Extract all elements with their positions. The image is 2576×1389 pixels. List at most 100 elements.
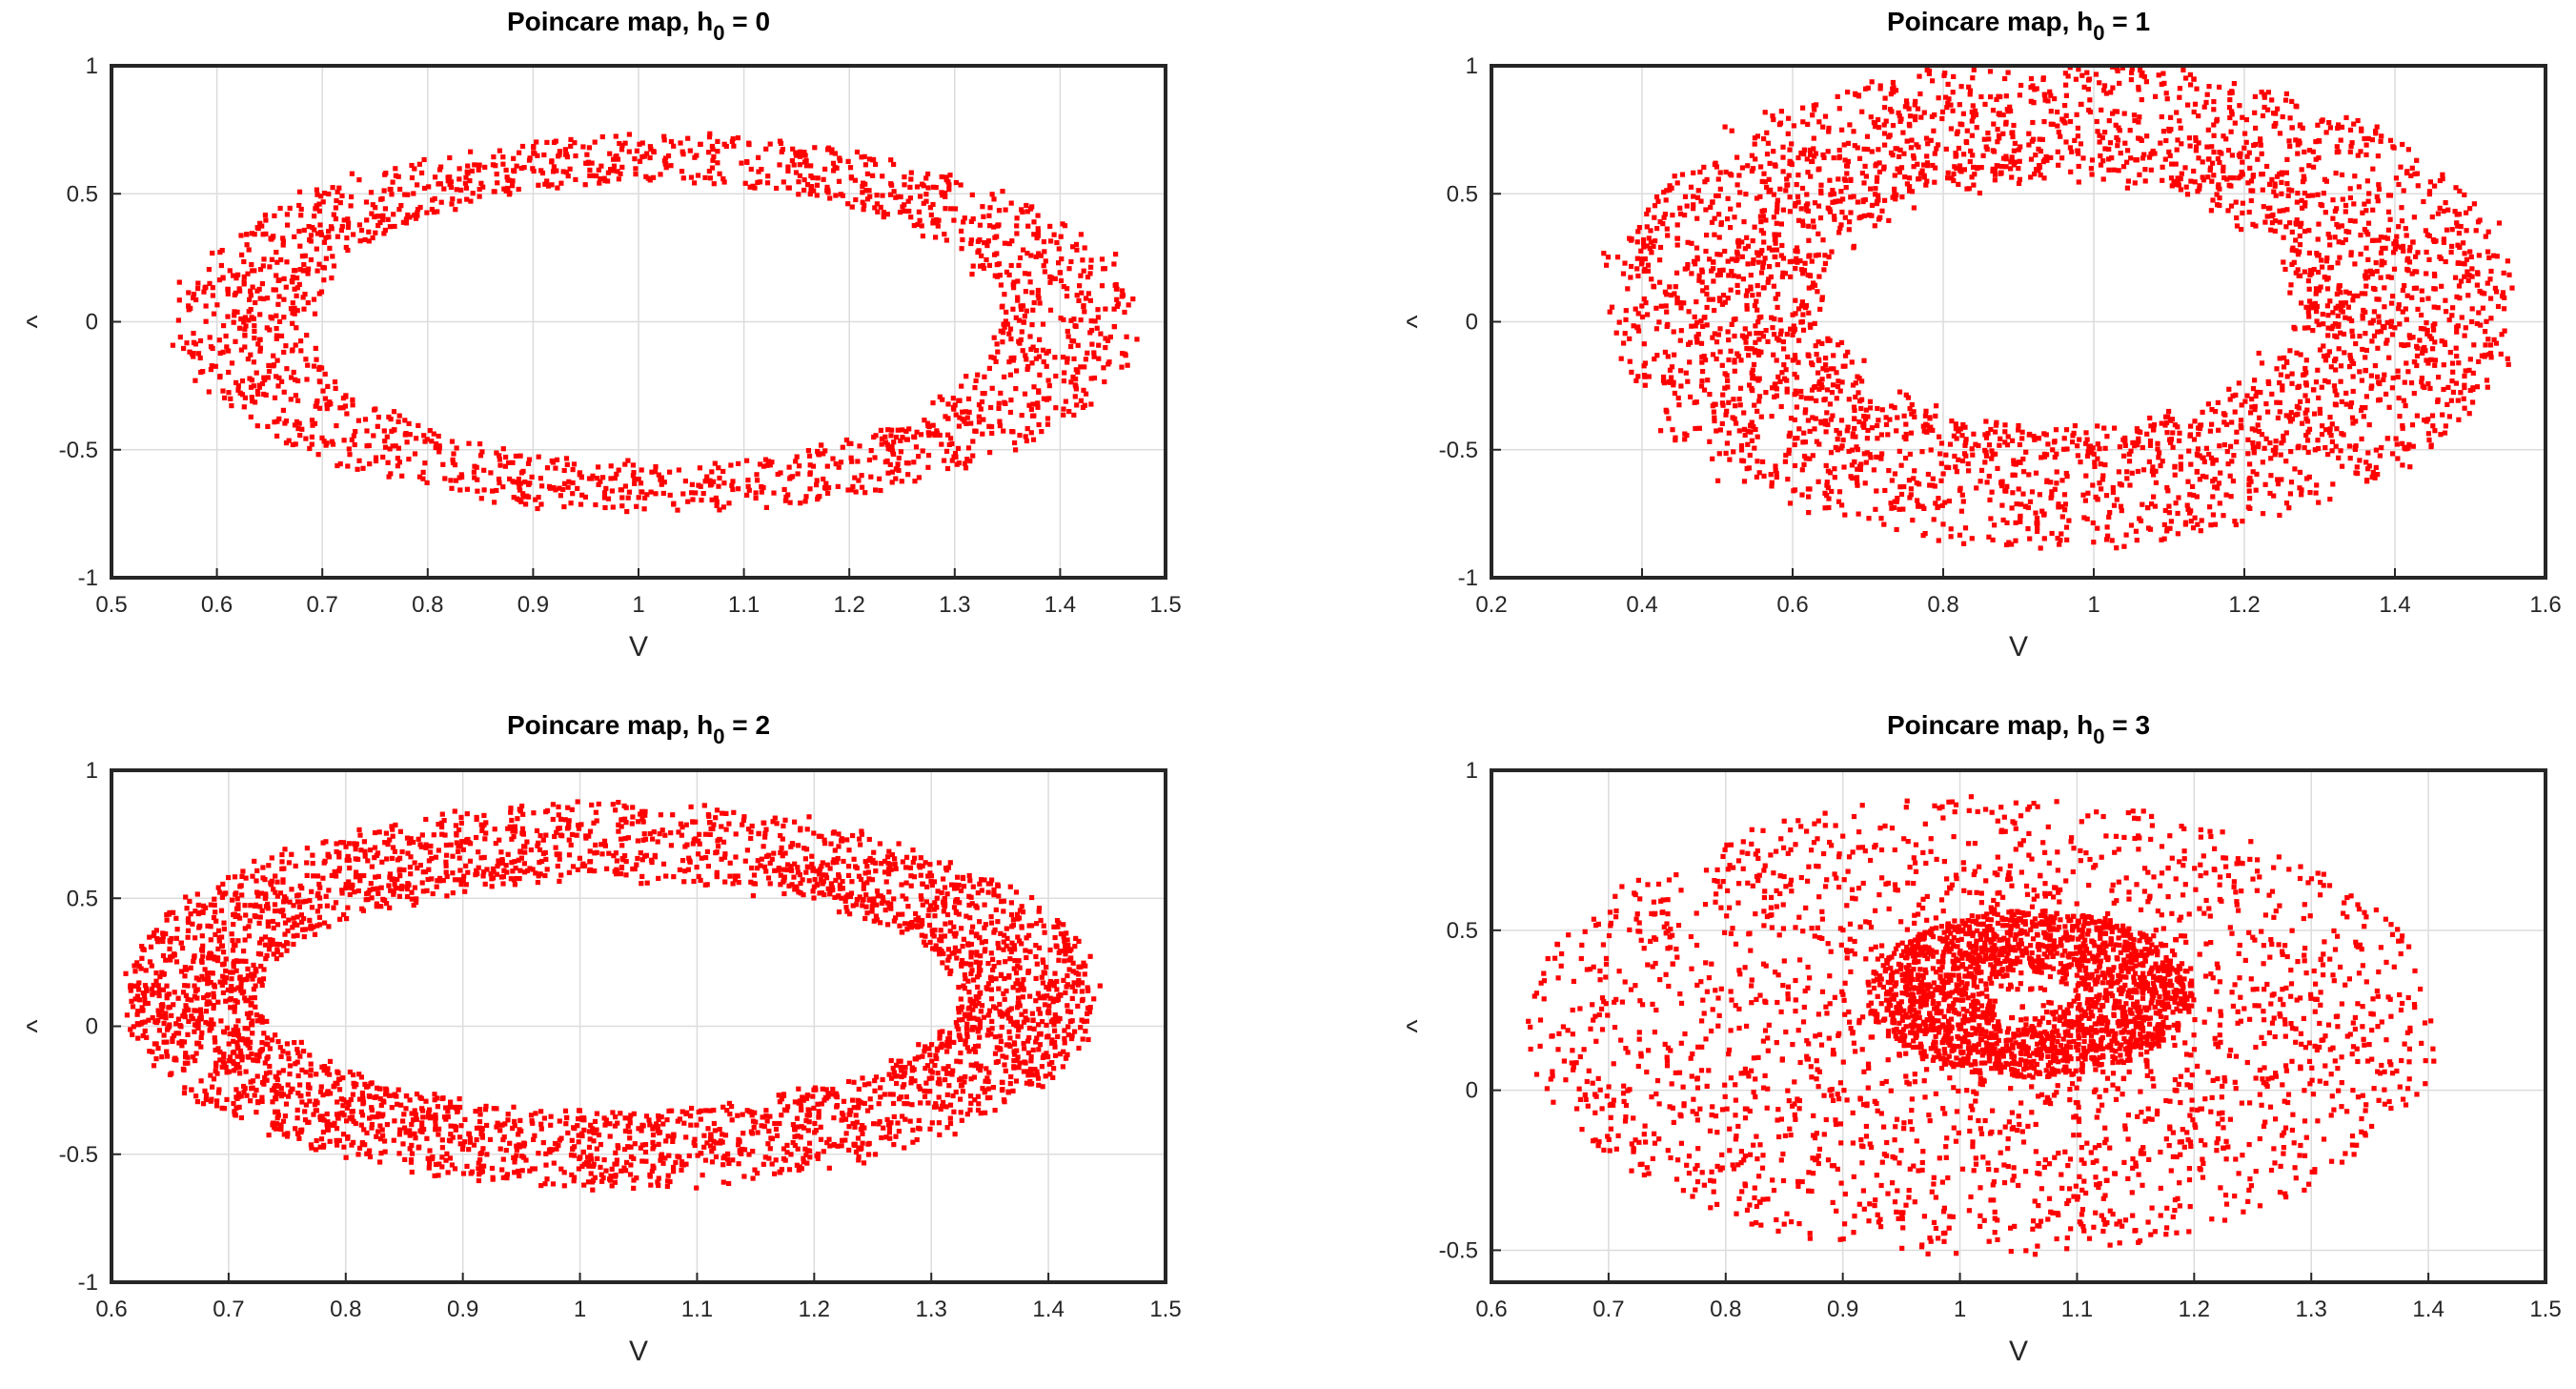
scatter-point bbox=[1024, 357, 1029, 362]
scatter-point bbox=[821, 176, 826, 182]
scatter-point bbox=[1907, 406, 1913, 412]
scatter-point bbox=[1822, 113, 1829, 119]
scatter-point bbox=[1756, 394, 1763, 399]
scatter-point bbox=[822, 166, 828, 172]
scatter-point bbox=[1056, 246, 1062, 252]
scatter-point bbox=[2274, 366, 2280, 372]
scatter-point bbox=[1975, 165, 1980, 171]
scatter-point bbox=[305, 362, 311, 368]
scatter-point bbox=[987, 223, 993, 229]
scatter-point bbox=[2254, 471, 2260, 477]
scatter-point bbox=[926, 424, 932, 430]
scatter-point bbox=[2275, 415, 2281, 420]
scatter-point bbox=[1945, 175, 1951, 181]
scatter-point bbox=[2206, 84, 2212, 90]
scatter-point bbox=[553, 138, 558, 144]
scatter-point bbox=[662, 155, 669, 161]
scatter-point bbox=[2174, 110, 2180, 115]
scatter-point bbox=[1838, 339, 1845, 345]
scatter-point bbox=[950, 396, 956, 401]
scatter-point bbox=[735, 135, 740, 141]
scatter-point bbox=[1074, 293, 1080, 298]
scatter-point bbox=[1775, 201, 1780, 207]
scatter-point bbox=[1898, 116, 1904, 122]
scatter-point bbox=[2430, 237, 2436, 243]
scatter-point bbox=[709, 165, 716, 171]
scatter-point bbox=[450, 196, 456, 202]
scatter-point bbox=[223, 333, 229, 339]
scatter-point bbox=[430, 197, 436, 203]
scatter-point bbox=[1959, 492, 1965, 498]
scatter-point bbox=[497, 148, 502, 153]
scatter-point bbox=[421, 185, 428, 192]
scatter-point bbox=[1732, 368, 1737, 374]
scatter-point bbox=[1948, 102, 1954, 108]
scatter-point bbox=[447, 181, 453, 188]
scatter-point bbox=[2401, 248, 2406, 254]
scatter-point bbox=[767, 141, 773, 147]
x-tick-labels: 0.5 0.6 0.7 0.8 0.9 1 1.1 1.2 1.3 1.4 1.5 bbox=[95, 592, 1181, 618]
scatter-point bbox=[2188, 423, 2194, 429]
scatter-point bbox=[939, 174, 944, 180]
scatter-point bbox=[821, 484, 828, 491]
scatter-point bbox=[1802, 453, 1808, 460]
scatter-point bbox=[943, 448, 950, 454]
scatter-point bbox=[2238, 418, 2244, 423]
scatter-point bbox=[2369, 474, 2375, 480]
scatter-point bbox=[555, 185, 560, 191]
scatter-point bbox=[514, 163, 519, 169]
scatter-point bbox=[2226, 386, 2232, 392]
scatter-point bbox=[1819, 295, 1825, 300]
scatter-point bbox=[2010, 133, 2016, 140]
scatter-point bbox=[2394, 441, 2400, 447]
scatter-point bbox=[2213, 409, 2219, 415]
scatter-point bbox=[2363, 460, 2369, 465]
scatter-point bbox=[466, 440, 472, 446]
scatter-point bbox=[2439, 338, 2444, 344]
scatter-point bbox=[2457, 296, 2463, 301]
scatter-point bbox=[246, 309, 252, 315]
scatter-point bbox=[1961, 541, 1967, 546]
scatter-point bbox=[1661, 214, 1667, 220]
scatter-point bbox=[296, 202, 302, 209]
scatter-point bbox=[1033, 254, 1039, 259]
scatter-point bbox=[2056, 501, 2061, 507]
scatter-point bbox=[914, 184, 921, 190]
scatter-point bbox=[2459, 315, 2464, 320]
scatter-point bbox=[2124, 476, 2130, 481]
scatter-point bbox=[2357, 369, 2363, 375]
scatter-point bbox=[1734, 420, 1739, 426]
scatter-point bbox=[2248, 410, 2254, 416]
scatter-point bbox=[1826, 504, 1832, 511]
scatter-point bbox=[1853, 92, 1858, 97]
scatter-point bbox=[1800, 119, 1806, 125]
scatter-point bbox=[916, 475, 922, 480]
scatter-point bbox=[1852, 143, 1857, 149]
scatter-point bbox=[1913, 98, 1918, 104]
scatter-point bbox=[1971, 164, 1977, 170]
scatter-point bbox=[1755, 348, 1761, 355]
scatter-point bbox=[2336, 283, 2342, 289]
scatter-point bbox=[2064, 537, 2070, 542]
scatter-point bbox=[2353, 443, 2359, 449]
scatter-point bbox=[292, 422, 298, 428]
scatter-point bbox=[1649, 250, 1654, 255]
scatter-point bbox=[2316, 395, 2322, 400]
scatter-point bbox=[2294, 221, 2300, 227]
scatter-point bbox=[1744, 345, 1750, 352]
scatter-point bbox=[1919, 449, 1925, 455]
scatter-point bbox=[350, 402, 355, 408]
scatter-point bbox=[2148, 167, 2154, 173]
scatter-point bbox=[2207, 167, 2213, 173]
scatter-point bbox=[2302, 176, 2307, 182]
scatter-point bbox=[263, 231, 269, 236]
scatter-point bbox=[2160, 459, 2165, 464]
scatter-point bbox=[1967, 88, 1974, 93]
scatter-point bbox=[549, 458, 555, 464]
scatter-point bbox=[1760, 231, 1767, 236]
scatter-point bbox=[1804, 156, 1810, 162]
scatter-point bbox=[1894, 526, 1899, 533]
scatter-point bbox=[2302, 365, 2308, 372]
scatter-point bbox=[2352, 174, 2358, 179]
scatter-point bbox=[2375, 345, 2381, 351]
